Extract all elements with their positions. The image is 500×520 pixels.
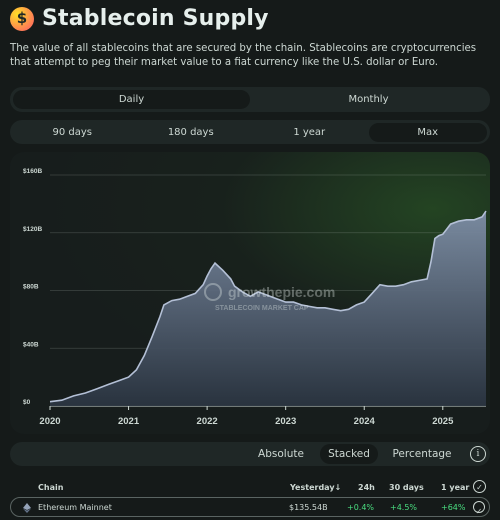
change-1y: +64% <box>441 503 466 512</box>
col-chain[interactable]: Chain <box>38 483 64 492</box>
x-tick-label: 2020 <box>39 416 60 427</box>
page-header: $ Stablecoin Supply <box>10 6 269 31</box>
chart-svg: growthepie.com STABLECOIN MARKET CAP $0 $… <box>23 168 487 427</box>
interval-toggle: Daily Monthly <box>10 87 490 112</box>
col-yesterday[interactable]: Yesterday↓ <box>290 483 341 492</box>
info-icon[interactable]: i <box>470 446 486 462</box>
range-180-days[interactable]: 180 days <box>167 126 214 138</box>
view-controls: Absolute Stacked Percentage i <box>10 442 490 466</box>
watermark-brand: growthepie.com <box>228 284 335 300</box>
change-30d: +4.5% <box>390 503 418 512</box>
tab-daily[interactable]: Daily <box>13 90 250 109</box>
y-tick-label: $160B <box>23 168 42 175</box>
area-fill <box>50 211 486 406</box>
y-tick-label: $0 <box>23 399 31 406</box>
watermark-subtitle: STABLECOIN MARKET CAP <box>215 305 309 312</box>
range-90-days[interactable]: 90 days <box>52 126 92 138</box>
range-toggle: 90 days 180 days 1 year Max <box>10 120 490 144</box>
absolute-button[interactable]: Absolute <box>258 448 304 460</box>
y-tick-label: $80B <box>23 284 39 291</box>
y-tick-label: $120B <box>23 226 42 233</box>
range-max[interactable]: Max <box>368 122 487 142</box>
page-title: Stablecoin Supply <box>42 6 269 31</box>
yesterday-value: $135.54B <box>289 503 328 512</box>
x-tick-label: 2022 <box>197 416 218 427</box>
col-1-year[interactable]: 1 year <box>441 483 470 492</box>
row-check-icon[interactable]: ✓ <box>473 501 485 516</box>
x-tick-label: 2024 <box>354 416 376 427</box>
table-header: Chain Yesterday↓ 24h 30 days 1 year ✓ <box>0 480 500 495</box>
tab-monthly[interactable]: Monthly <box>348 94 389 105</box>
x-tick-label: 2021 <box>118 416 140 427</box>
y-tick-label: $40B <box>23 341 39 348</box>
col-24h[interactable]: 24h <box>358 483 375 492</box>
percentage-button[interactable]: Percentage <box>392 448 452 460</box>
page-description: The value of all stablecoins that are se… <box>10 43 477 68</box>
select-all-check-icon[interactable]: ✓ <box>473 480 486 493</box>
stacked-button[interactable]: Stacked <box>320 444 378 464</box>
col-yesterday-label: Yesterday <box>290 483 335 492</box>
chain-name: Ethereum Mainnet <box>38 503 112 512</box>
sort-arrow-icon: ↓ <box>334 483 342 492</box>
change-24h: +0.4% <box>347 503 375 512</box>
watermark-logo-icon <box>204 283 222 301</box>
x-tick-label: 2023 <box>275 416 296 427</box>
x-tick-label: 2025 <box>432 416 454 427</box>
range-1-year[interactable]: 1 year <box>293 126 326 138</box>
watermark: growthepie.com STABLECOIN MARKET CAP <box>204 283 335 312</box>
dollar-coin-icon: $ <box>10 6 34 31</box>
table-row[interactable]: Ethereum Mainnet $135.54B +0.4% +4.5% +6… <box>10 497 490 517</box>
ethereum-icon <box>23 503 31 513</box>
stablecoin-chart[interactable]: growthepie.com STABLECOIN MARKET CAP $0 $… <box>10 152 490 434</box>
series-line <box>49 210 487 403</box>
col-30-days[interactable]: 30 days <box>389 483 424 492</box>
